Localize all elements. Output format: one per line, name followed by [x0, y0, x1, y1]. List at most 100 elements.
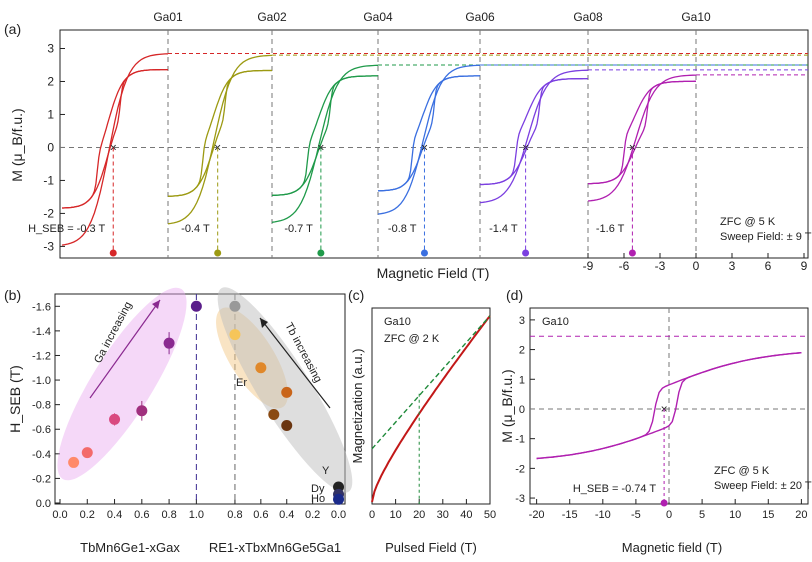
panel-b-ytick-label: -0.8 — [32, 400, 51, 412]
panel-a-series-name: Ga02 — [257, 10, 287, 24]
panel-c-ylabel: Magnetization (a.u.) — [350, 349, 365, 464]
panel-b-axes: 0.0-0.2-0.4-0.6-0.8-1.0-1.2-1.4-1.60.0 0.… — [32, 294, 346, 521]
panel-d-xtick-label: 15 — [762, 509, 774, 521]
ga-arrow-head — [152, 300, 160, 309]
panel-a-ytick-label: -3 — [43, 239, 54, 253]
panel-a-series-name: Ga10 — [681, 10, 711, 24]
panel-c-xtick-label: 30 — [437, 509, 449, 521]
panel-c-note: ZFC @ 2 K — [384, 333, 440, 345]
panel-a-seb-label: H_SEB = -0.3 T — [28, 223, 105, 235]
panel-a-ytick-label: 2 — [47, 74, 54, 88]
panel-a-series-name: Ga04 — [363, 10, 393, 24]
panel-b-xtick-label-right: 0.6 — [253, 509, 268, 521]
panel-b-ytick-label: -1.2 — [32, 350, 51, 362]
panel-c-xlabel: Pulsed Field (T) — [385, 540, 477, 555]
panel-a-curve-up — [377, 75, 480, 192]
panel-c-frame — [371, 307, 491, 505]
panel-a-curve-up — [167, 69, 272, 197]
panel-d-sample: Ga10 — [542, 316, 569, 328]
panel-a-xtick-label: -6 — [619, 259, 630, 273]
panel-a-seb-label: -1.6 T — [596, 223, 625, 235]
panel-b-xtick-label-left: 0.8 — [161, 509, 176, 521]
panel-b-ytick-label: -0.2 — [32, 473, 51, 485]
panel-a-curve-virgin — [587, 74, 697, 202]
right-point-label: Ho — [311, 493, 325, 505]
panel-a-ytick-label: -1 — [43, 173, 54, 187]
panel-a-note-2: Sweep Field: ± 9 T — [720, 231, 812, 243]
panel-d-xtick-label: 10 — [729, 509, 741, 521]
right-point — [255, 362, 267, 374]
right-point — [281, 420, 293, 432]
panel-d-ytick-label: -2 — [515, 463, 525, 475]
panel-b-xlabel-left: TbMn6Ge1-xGax — [80, 540, 180, 555]
panel-b-ytick-label: -0.4 — [32, 449, 51, 461]
tb-arrow-head — [260, 318, 268, 328]
left-point — [68, 456, 80, 468]
panel-d-ytick-label: 3 — [519, 315, 525, 327]
panel-d-seb-dot — [660, 499, 668, 507]
panel-a-ytick-label: -2 — [43, 206, 54, 220]
ga-arrow — [89, 299, 161, 399]
panel-b-xtick-label-left: 1.0 — [189, 509, 204, 521]
panel-a-series-name: Ga06 — [465, 10, 495, 24]
panel-a-ylabel: M (μ_B/f.u.) — [9, 108, 25, 181]
panel-c-linear-fit — [371, 315, 491, 450]
panel-a-curve-up — [480, 77, 588, 186]
panel-b-xtick-label-right: 0.2 — [305, 509, 320, 521]
panel-a-series-name: Ga08 — [573, 10, 603, 24]
panel-b-xtick-label-left: 0.6 — [134, 509, 149, 521]
panel-a-curve-up — [62, 68, 168, 209]
panel-d-seb-label: H_SEB = -0.74 T — [573, 483, 657, 495]
panel-b-ytick-label: 0.0 — [36, 498, 51, 510]
panel-a-note-1: ZFC @ 5 K — [720, 216, 776, 228]
panel-d-xlabel: Magnetic field (T) — [622, 540, 722, 555]
panel-b-ytick-label: -1.6 — [32, 301, 51, 313]
panel-a-ytick-label: 3 — [47, 41, 54, 55]
panel-a-curve-down — [377, 75, 480, 192]
panel-d-curve-up — [536, 352, 802, 460]
right-point — [229, 300, 241, 312]
panel-c-xtick-label: 0 — [369, 509, 375, 521]
left-point — [136, 405, 148, 417]
panel-a-curve-virgin — [479, 69, 589, 204]
panel-a-seb-label: -0.7 T — [284, 223, 313, 235]
panel-a-axes: -3 -2 -1 0 1 2 3 Ga01 Ga02 Ga04 Ga06 Ga08 Ga10 -9 -6 -3… — [43, 10, 808, 273]
panel-d-note-1: ZFC @ 5 K — [714, 465, 770, 477]
panel-a-seb-dot — [214, 249, 222, 257]
panel-c-xtick-label: 40 — [460, 509, 472, 521]
panel-a-curve-down — [167, 69, 272, 197]
panel-b-ylabel: H_SEB (T) — [7, 365, 23, 433]
panel-d-xtick-label: -10 — [595, 509, 611, 521]
panel-a-label: (a) — [4, 21, 21, 37]
panel-b-ytick-label: -1.4 — [32, 326, 51, 338]
right-point-label: Dy — [311, 483, 325, 495]
tb-arrow — [259, 317, 331, 409]
panel-a-seb-dot — [420, 249, 428, 257]
panel-c-sample: Ga10 — [384, 316, 411, 328]
panel-d-ytick-label: 2 — [519, 345, 525, 357]
panel-b-xlabel-right: RE1-xTbxMn6Ge5Ga1 — [209, 540, 341, 555]
panel-b-xtick-label-right: 0.0 — [331, 509, 346, 521]
panel-b-xtick-label-left: 0.4 — [107, 509, 122, 521]
panel-a-xtick-label: -9 — [583, 259, 594, 273]
panel-a-seb-dot — [109, 249, 117, 257]
panel-c: (c) 0 10 20 30 40 50 Ga10 ZFC @ 2 K Pulsed Fi… — [348, 287, 496, 555]
panel-a-xtick-label: -3 — [655, 259, 666, 273]
panel-a-curve-up — [271, 75, 378, 197]
panel-a-xtick-label: 0 — [693, 259, 700, 273]
panel-d-note-2: Sweep Field: ± 20 T — [714, 480, 812, 492]
panel-a-curve-down — [62, 68, 168, 209]
panel-d-xtick-label: 0 — [666, 509, 672, 521]
panel-b-xtick-label-right: 0.8 — [227, 509, 242, 521]
panel-d-xtick-label: 5 — [699, 509, 705, 521]
panel-d-label: (d) — [506, 287, 523, 303]
panel-d-curve-down — [536, 352, 802, 460]
right-point — [229, 329, 241, 341]
panel-c-axes: 0 10 20 30 40 50 — [369, 499, 496, 521]
panel-a-ytick-label: 1 — [47, 107, 54, 121]
panel-a-seb-dot — [317, 249, 325, 257]
panel-b-ytick-label: -1.0 — [32, 375, 51, 387]
